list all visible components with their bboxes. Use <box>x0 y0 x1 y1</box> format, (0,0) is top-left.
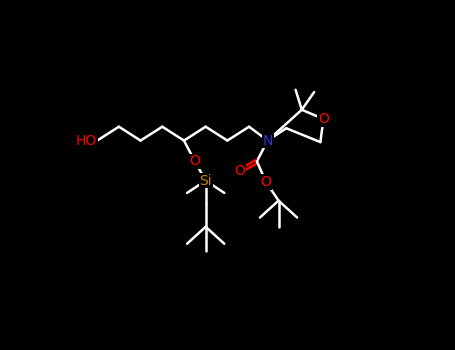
Text: Si: Si <box>199 174 212 188</box>
Text: O: O <box>234 164 245 178</box>
Text: HO: HO <box>76 134 97 148</box>
Text: O: O <box>189 154 200 168</box>
Text: O: O <box>318 112 329 126</box>
Text: N: N <box>263 134 273 148</box>
Text: O: O <box>261 175 272 189</box>
